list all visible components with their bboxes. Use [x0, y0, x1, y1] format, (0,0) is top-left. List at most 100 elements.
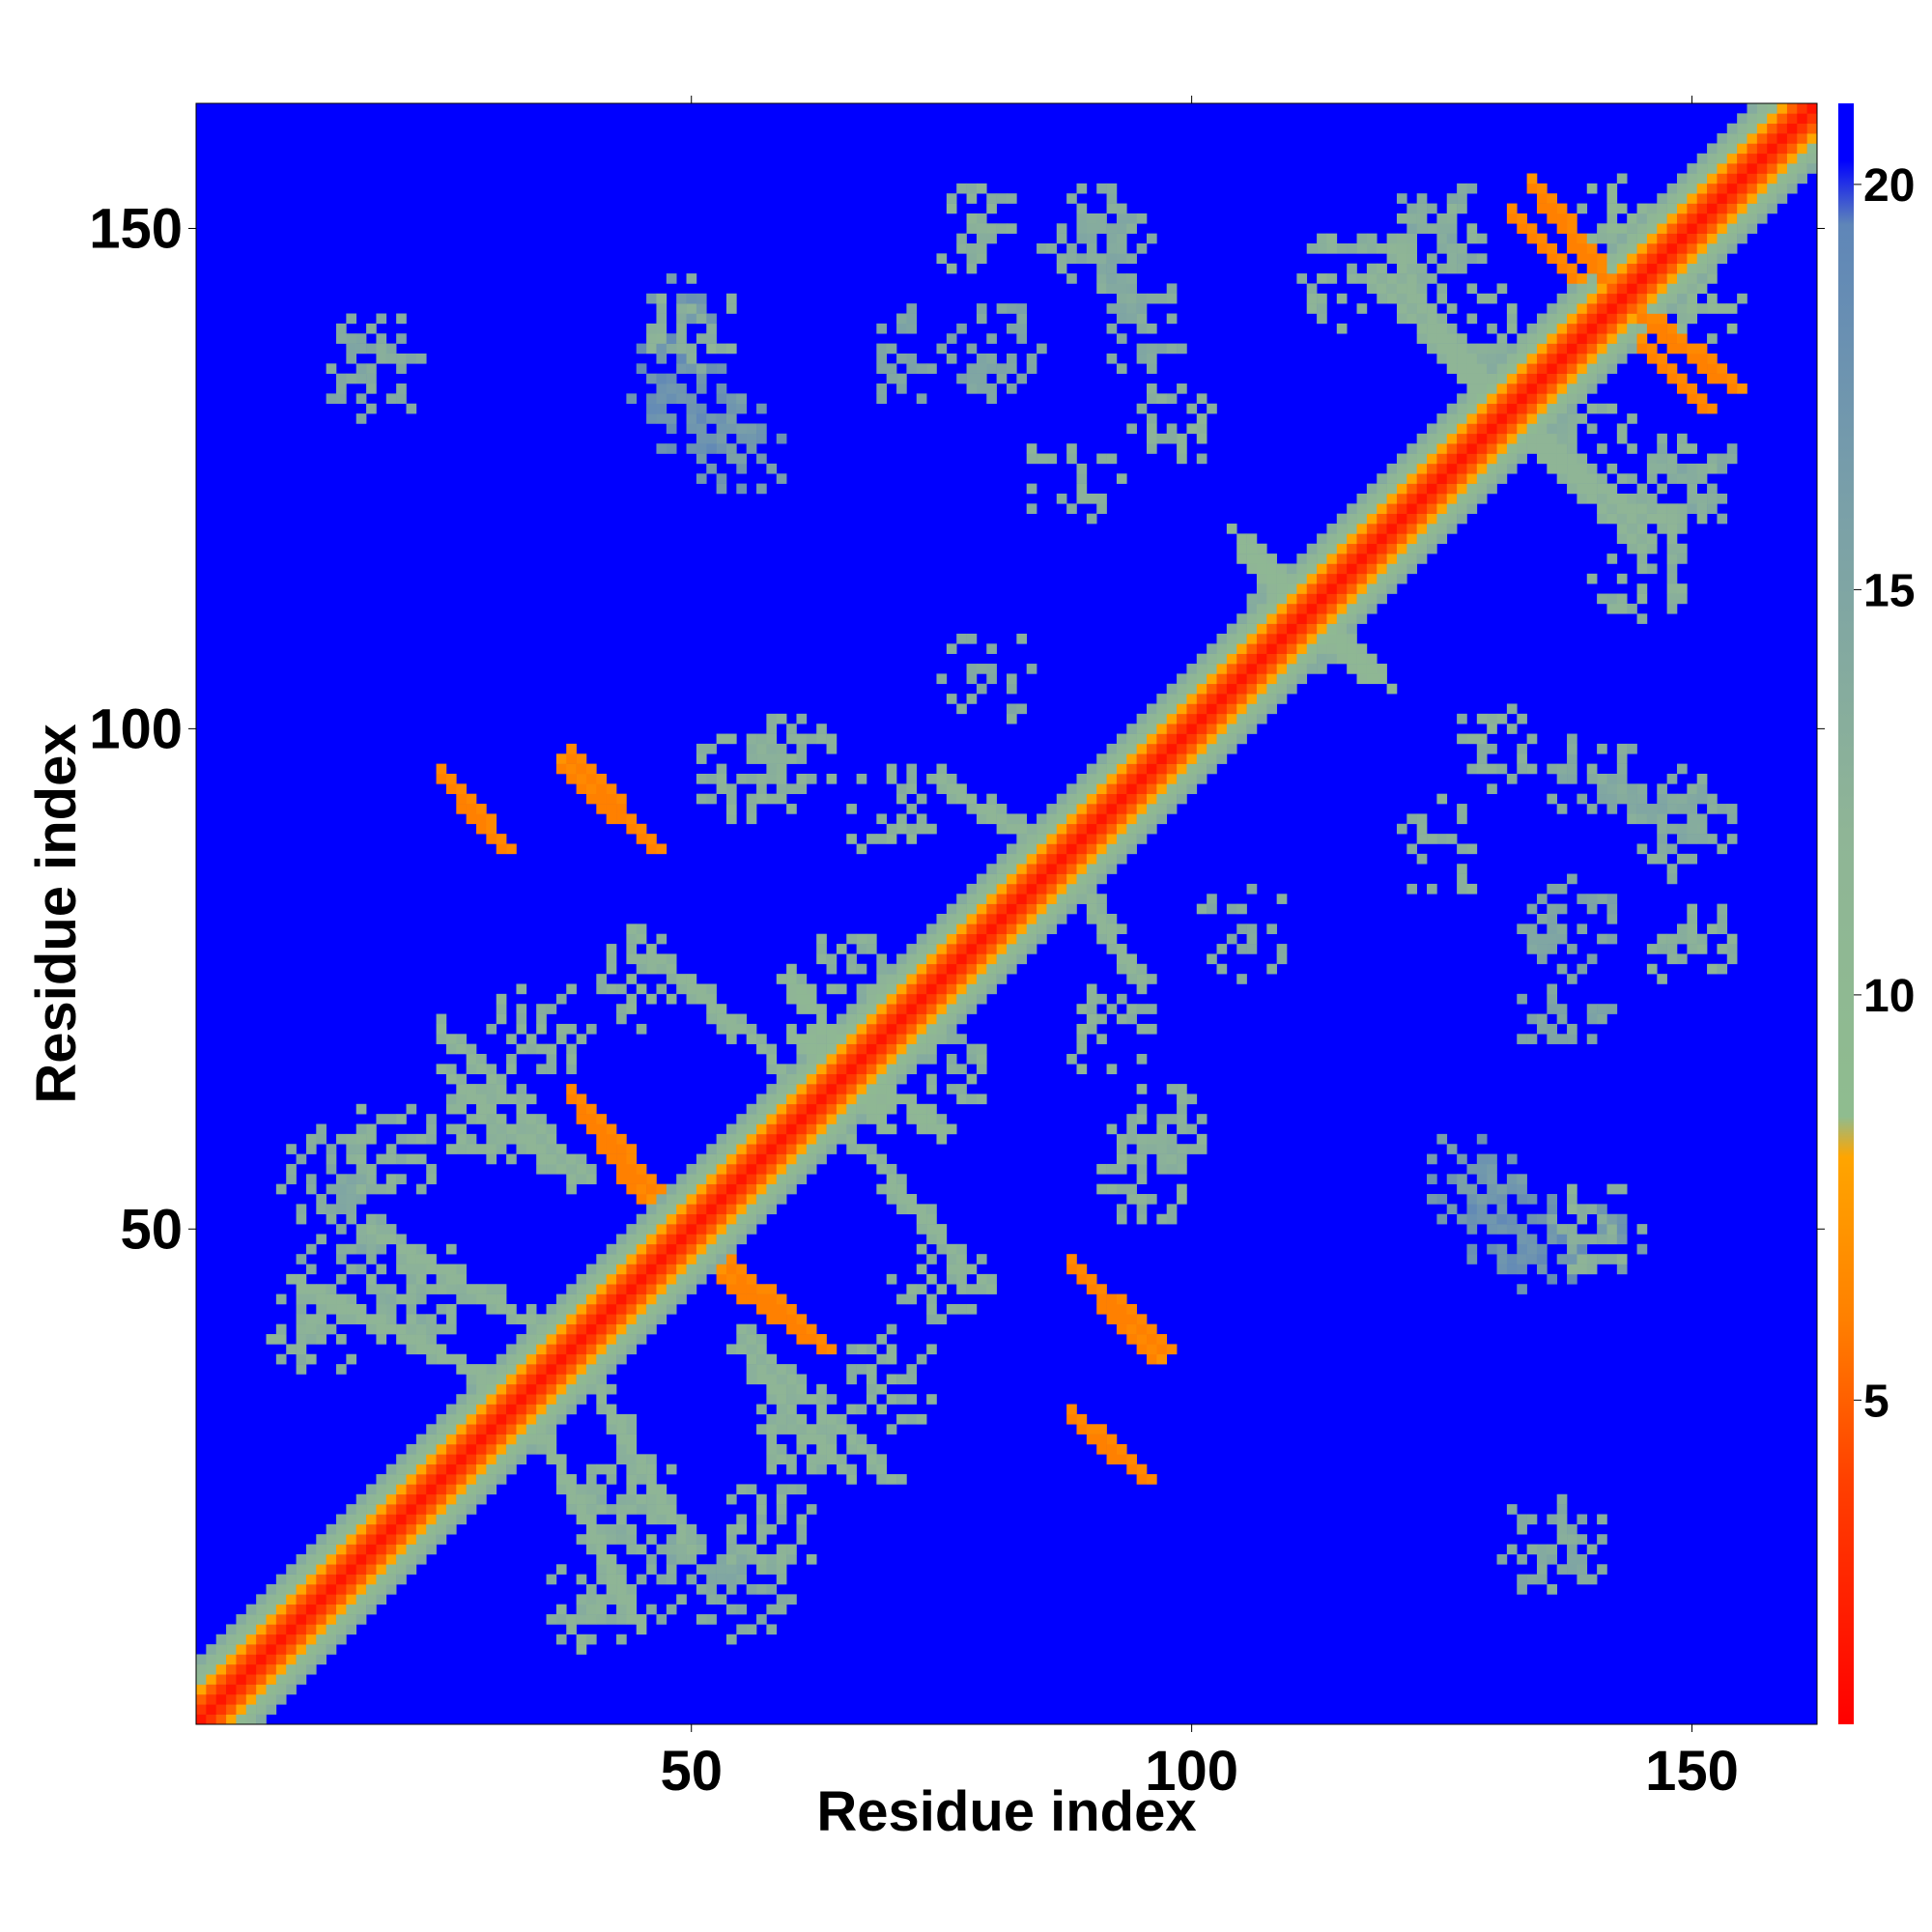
heatmap-cell	[716, 1224, 727, 1235]
heatmap-cell	[746, 433, 757, 444]
heatmap-cell	[546, 1404, 557, 1415]
heatmap-cell	[976, 353, 987, 364]
heatmap-cell	[585, 793, 597, 805]
heatmap-cell	[1317, 664, 1327, 674]
heatmap-cell	[676, 1293, 687, 1305]
heatmap-cell	[1466, 223, 1478, 234]
heatmap-cell	[1086, 1004, 1097, 1014]
heatmap-cell	[1427, 524, 1437, 534]
heatmap-cell	[566, 1334, 577, 1345]
heatmap-cell	[456, 1144, 467, 1154]
heatmap-cell	[1177, 703, 1187, 715]
heatmap-cell	[286, 1644, 297, 1655]
heatmap-cell	[1547, 313, 1557, 325]
heatmap-cell	[396, 1493, 407, 1505]
heatmap-cell	[336, 1194, 347, 1205]
heatmap-cell	[766, 1054, 778, 1065]
heatmap-cell	[1427, 323, 1437, 334]
heatmap-cell	[1526, 423, 1538, 435]
heatmap-cell	[616, 1293, 627, 1305]
heatmap-cell	[245, 1693, 257, 1705]
heatmap-cell	[445, 1103, 457, 1115]
heatmap-cell	[1066, 1404, 1077, 1415]
heatmap-cell	[1636, 533, 1648, 545]
heatmap-cell	[536, 1443, 547, 1455]
heatmap-cell	[406, 1133, 417, 1145]
heatmap-cell	[1577, 1264, 1588, 1275]
heatmap-cell	[245, 1714, 257, 1725]
heatmap-cell	[966, 903, 978, 915]
heatmap-cell	[1597, 293, 1607, 304]
heatmap-cell	[1236, 694, 1247, 704]
heatmap-cell	[1076, 1413, 1088, 1425]
heatmap-cell	[1597, 1013, 1607, 1025]
heatmap-cell	[516, 1364, 527, 1375]
heatmap-cell	[1556, 203, 1568, 214]
heatmap-cell	[436, 1323, 447, 1335]
heatmap-cell	[355, 1144, 367, 1154]
heatmap-cell	[656, 983, 668, 995]
heatmap-cell	[756, 433, 767, 444]
heatmap-cell	[1457, 393, 1467, 405]
heatmap-cell	[996, 923, 1008, 935]
heatmap-cell	[406, 1344, 417, 1355]
heatmap-cell	[1526, 1514, 1538, 1525]
heatmap-cell	[1147, 713, 1157, 724]
heatmap-cell	[666, 373, 677, 384]
heatmap-cell	[1016, 303, 1028, 314]
heatmap-cell	[636, 1243, 647, 1255]
heatmap-cell	[1696, 793, 1708, 805]
heatmap-cell	[1287, 593, 1297, 605]
heatmap-cell	[1487, 724, 1497, 734]
heatmap-cell	[1287, 613, 1297, 624]
heatmap-cell	[606, 983, 617, 995]
heatmap-cell	[606, 1353, 617, 1365]
heatmap-cell	[366, 1553, 377, 1565]
heatmap-cell	[445, 1144, 457, 1154]
heatmap-cell	[976, 384, 987, 394]
heatmap-cell	[856, 1443, 867, 1455]
heatmap-cell	[1687, 804, 1698, 814]
heatmap-cell	[606, 793, 617, 805]
heatmap-cell	[316, 1614, 327, 1625]
heatmap-cell	[1236, 923, 1247, 935]
heatmap-cell	[376, 1574, 387, 1585]
heatmap-cell	[526, 1394, 537, 1405]
heatmap-cell	[1506, 1213, 1518, 1225]
heatmap-cell	[1296, 273, 1308, 284]
heatmap-cell	[1086, 983, 1097, 995]
heatmap-cell	[816, 1084, 827, 1094]
heatmap-cell	[626, 1224, 638, 1235]
heatmap-cell	[906, 1034, 918, 1044]
heatmap-cell	[1687, 233, 1698, 244]
heatmap-cell	[796, 1534, 808, 1545]
heatmap-cell	[1676, 583, 1688, 594]
heatmap-cell	[686, 983, 697, 995]
heatmap-cell	[536, 1163, 547, 1175]
heatmap-cell	[256, 1624, 267, 1635]
heatmap-cell	[1186, 743, 1198, 754]
heatmap-cell	[1446, 353, 1458, 364]
heatmap-cell	[1156, 783, 1168, 795]
heatmap-cell	[766, 1374, 778, 1385]
heatmap-cell	[736, 423, 747, 435]
heatmap-cell	[1517, 423, 1527, 435]
heatmap-cell	[1627, 213, 1637, 224]
heatmap-cell	[1657, 293, 1667, 304]
heatmap-cell	[1136, 1163, 1148, 1175]
heatmap-cell	[1126, 733, 1137, 745]
heatmap-cell	[646, 1463, 657, 1475]
heatmap-cell	[1366, 533, 1378, 545]
heatmap-cell	[1106, 763, 1118, 775]
heatmap-cell	[466, 1114, 477, 1124]
heatmap-cell	[906, 953, 918, 965]
heatmap-cell	[826, 1424, 838, 1435]
heatmap-cell	[1556, 1034, 1568, 1044]
heatmap-cell	[305, 1553, 317, 1565]
heatmap-cell	[646, 1243, 657, 1255]
heatmap-cell	[725, 793, 737, 805]
heatmap-cell	[1016, 834, 1028, 844]
heatmap-cell	[1366, 563, 1378, 575]
heatmap-cell	[696, 1264, 707, 1275]
heatmap-cell	[606, 1383, 617, 1395]
